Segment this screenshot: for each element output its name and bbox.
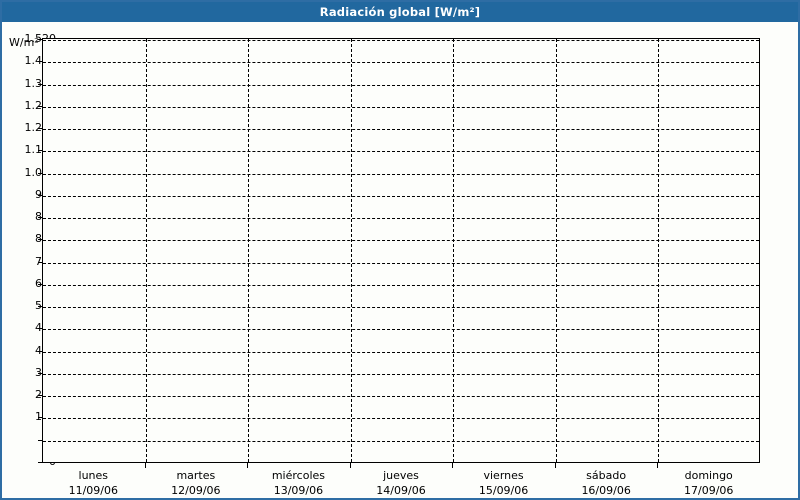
x-axis-tick-mark <box>247 463 248 468</box>
chart-title: Radiación global [W/m²] <box>319 5 481 19</box>
x-axis-tick-label: domingo 17/09/06 <box>639 469 779 498</box>
y-axis-tick-mark <box>38 194 42 196</box>
gridline-horizontal <box>43 307 759 309</box>
gridline-vertical <box>146 39 147 462</box>
x-axis-tick-mark <box>555 463 556 468</box>
y-axis-tick-mark <box>38 83 42 85</box>
y-axis-tick-mark <box>38 395 42 397</box>
y-axis-tick-mark <box>38 417 42 419</box>
y-axis-tick-mark <box>38 261 42 263</box>
gridline-vertical <box>658 39 659 462</box>
x-axis-day-name: martes <box>176 469 216 482</box>
gridline-horizontal <box>43 151 759 153</box>
gridline-horizontal <box>43 440 759 442</box>
y-axis-tick-mark <box>38 283 42 285</box>
x-axis-tick-label: miércoles 13/09/06 <box>228 469 368 498</box>
x-axis-date: 17/09/06 <box>684 483 734 497</box>
y-axis-tick-mark <box>38 239 42 241</box>
gridline-horizontal <box>43 84 759 86</box>
gridline-horizontal <box>43 329 759 331</box>
y-axis-tick-mark <box>38 128 42 130</box>
x-axis-tick-label: lunes 11/09/06 <box>23 469 163 498</box>
x-axis-day-name: viernes <box>483 469 524 482</box>
x-axis-date: 15/09/06 <box>478 483 529 497</box>
x-axis-tick-mark <box>145 463 146 468</box>
y-axis-tick-mark <box>38 172 42 174</box>
x-axis-date: 11/09/06 <box>68 483 118 497</box>
gridline-horizontal <box>43 351 759 353</box>
x-axis-date: 16/09/06 <box>581 483 631 497</box>
gridline-horizontal <box>43 284 759 286</box>
y-axis-tick-mark <box>38 462 42 463</box>
x-axis-tick-label: martes 12/09/06 <box>126 469 266 498</box>
x-axis-date: 13/09/06 <box>273 483 324 497</box>
gridline-horizontal <box>43 129 759 131</box>
y-axis-tick-mark <box>38 439 42 441</box>
chart-title-bar: Radiación global [W/m²] <box>2 2 798 22</box>
x-axis-day-name: jueves <box>383 469 419 482</box>
gridline-horizontal <box>43 418 759 420</box>
y-axis-tick-mark <box>38 328 42 330</box>
x-axis-day-name: miércoles <box>271 469 325 482</box>
x-axis-date: 14/09/06 <box>376 483 426 497</box>
gridline-horizontal <box>43 396 759 398</box>
gridline-vertical <box>351 39 352 462</box>
y-axis-tick-mark <box>38 372 42 374</box>
gridline-horizontal <box>43 262 759 264</box>
x-axis-day-name: lunes <box>78 469 109 482</box>
plot-area <box>42 38 760 463</box>
y-axis-tick-mark <box>38 150 42 152</box>
x-axis-day-name: sábado <box>586 469 627 482</box>
gridline-vertical <box>556 39 557 462</box>
x-axis-day-name: domingo <box>684 469 733 482</box>
gridline-horizontal <box>43 373 759 375</box>
x-axis-tick-mark <box>452 463 453 468</box>
gridline-vertical <box>453 39 454 462</box>
x-axis-tick-label: viernes 15/09/06 <box>434 469 574 498</box>
x-axis-tick-mark <box>657 463 658 468</box>
gridline-horizontal <box>43 62 759 64</box>
chart-body: W/m² 1.520 1.440 1.360 1.280 1.200 1.120 1.040… <box>2 22 798 498</box>
y-axis-tick-mark <box>38 306 42 308</box>
gridline-horizontal <box>43 195 759 197</box>
x-axis-tick-label: jueves 14/09/06 <box>331 469 471 498</box>
gridline-vertical <box>248 39 249 462</box>
y-axis-tick-mark <box>38 61 42 63</box>
gridline-horizontal <box>43 218 759 220</box>
y-axis-unit-label: W/m² <box>9 36 39 49</box>
gridline-horizontal <box>43 40 759 41</box>
x-axis-date: 12/09/06 <box>171 483 221 497</box>
x-axis-tick-mark <box>350 463 351 468</box>
gridline-horizontal <box>43 240 759 242</box>
y-axis-tick-mark <box>38 39 42 40</box>
x-axis-tick-label: sábado 16/09/06 <box>536 469 676 498</box>
gridline-horizontal <box>43 173 759 175</box>
gridline-horizontal <box>43 106 759 108</box>
y-axis-tick-mark <box>38 105 42 107</box>
y-axis-tick-mark <box>38 217 42 219</box>
y-axis-tick-mark <box>38 350 42 352</box>
